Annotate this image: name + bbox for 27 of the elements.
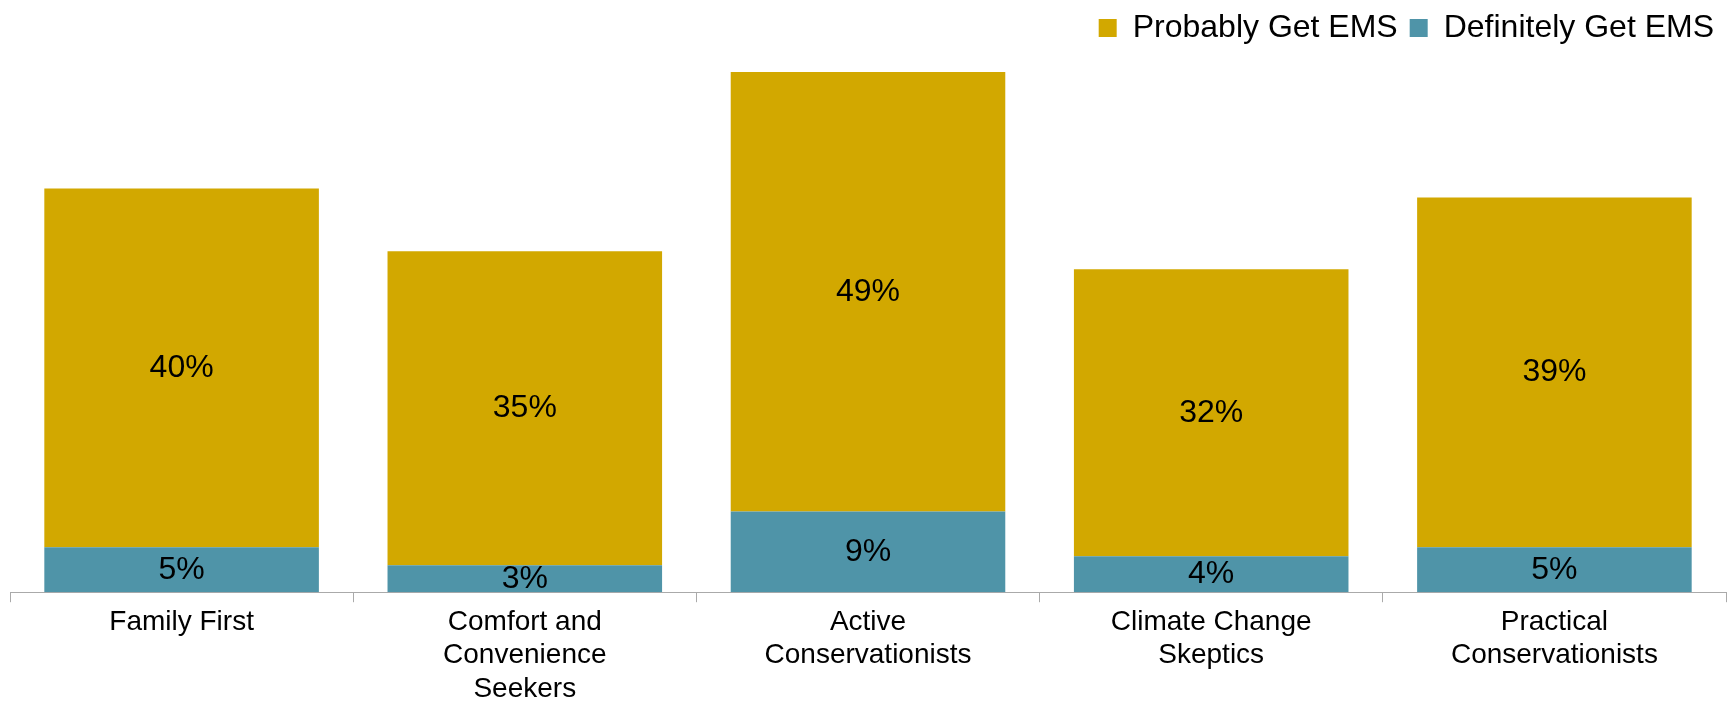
bar [1073, 556, 1349, 593]
x-tick-label: Family First [109, 604, 255, 636]
bar [1417, 547, 1692, 593]
data-label: 39% [1522, 352, 1587, 389]
data-label: 5% [1531, 549, 1578, 586]
bar [387, 565, 663, 593]
legend-label: Probably Get EMS [1132, 7, 1398, 44]
x-tick-label: Practical Conservationists [1450, 604, 1658, 670]
bar [44, 188, 319, 548]
bar [730, 71, 1006, 512]
data-label: 40% [149, 347, 214, 384]
bar [1073, 269, 1349, 557]
data-label: 9% [844, 531, 892, 568]
bar [1417, 197, 1692, 548]
x-tick-label: Active Conservationists [764, 604, 972, 670]
bar [730, 511, 1006, 593]
bar [387, 251, 663, 566]
data-label: 5% [158, 549, 205, 586]
x-tick-label: Climate Change Skeptics [1110, 604, 1312, 670]
legend-label: Definitely Get EMS [1443, 7, 1714, 44]
bar [44, 547, 319, 593]
data-label: 49% [835, 271, 901, 308]
data-label: 35% [492, 388, 557, 425]
data-label: 3% [501, 558, 548, 595]
x-tick-label: Comfort and Convenience Seekers [443, 604, 607, 703]
data-label: 32% [1179, 392, 1244, 429]
data-label: 4% [1188, 554, 1235, 591]
